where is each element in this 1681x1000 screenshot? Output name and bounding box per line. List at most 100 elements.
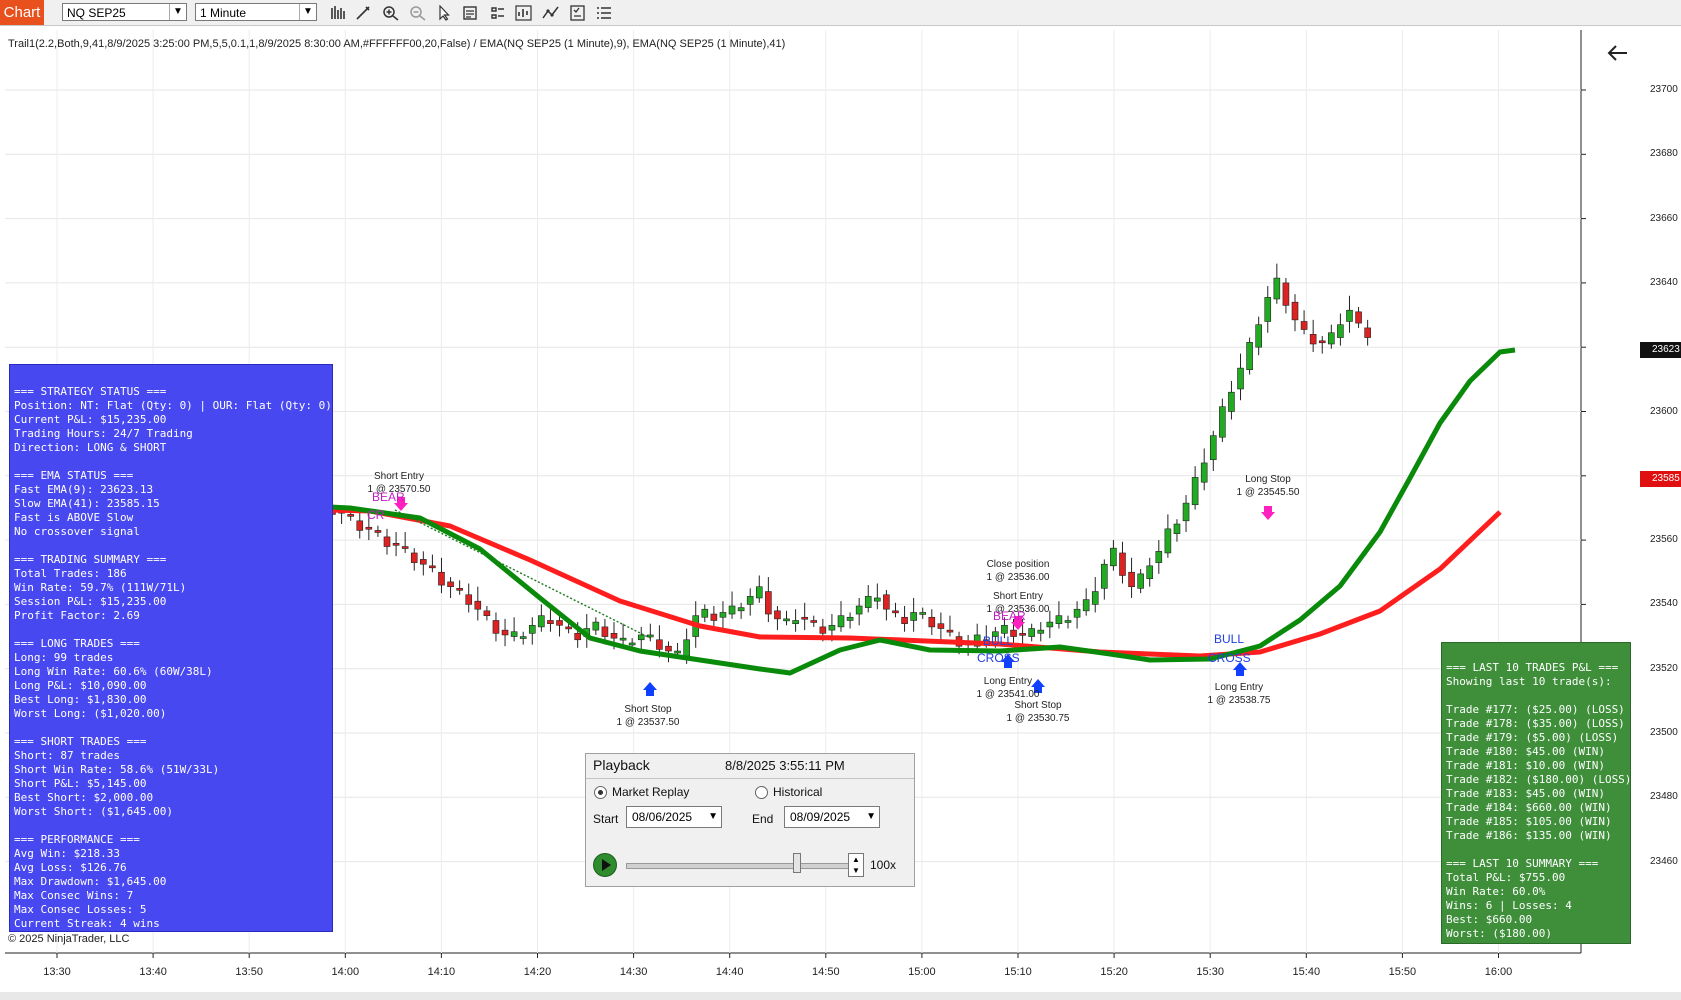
speed-slider-thumb[interactable] [792, 853, 801, 873]
time-tick-label: 14:50 [812, 966, 840, 978]
candle [1364, 327, 1371, 338]
chart-list-icon[interactable] [568, 3, 588, 23]
candle [592, 621, 600, 631]
historical-radio[interactable] [755, 786, 768, 799]
candle [538, 615, 545, 628]
candle [1219, 406, 1226, 438]
status-line [14, 819, 328, 833]
status-line: Fast EMA(9): 23623.13 [14, 483, 154, 496]
summary-line: Trade #185: $105.00 (WIN) [1446, 815, 1612, 828]
summary-line: Trade #182: ($180.00) (LOSS) [1446, 773, 1632, 786]
candle [565, 626, 572, 630]
time-tick-label: 13:50 [235, 966, 263, 978]
speed-value: 100x [870, 858, 897, 872]
summary-line: Worst: ($180.00) [1446, 927, 1552, 940]
candle [810, 620, 818, 623]
chart-tab[interactable]: Chart [0, 0, 44, 25]
start-date-select[interactable]: 08/06/2025 ▼ [626, 806, 722, 828]
candle [1001, 624, 1008, 634]
summary-line: Showing last 10 trade(s): [1446, 675, 1612, 688]
candle [1073, 608, 1081, 618]
instrument-value: NQ SEP25 [67, 6, 126, 20]
candle [1209, 435, 1217, 461]
horizontal-scrollbar[interactable] [0, 992, 1681, 1000]
instrument-selector[interactable]: NQ SEP25 ▼ [62, 3, 187, 21]
candle [519, 636, 527, 639]
playback-header: Playback 8/8/2025 3:55:11 PM [586, 754, 914, 779]
properties-icon[interactable] [488, 3, 508, 23]
strategies-icon[interactable] [541, 3, 561, 23]
indicators-icon[interactable] [514, 3, 534, 23]
candle [765, 591, 772, 615]
drawing-tools-icon[interactable] [354, 3, 374, 23]
candle [801, 616, 808, 620]
trade-annotation: Long Entry 1 @ 23538.75 [1207, 682, 1271, 706]
candle [429, 565, 436, 569]
status-line: === SHORT TRADES === [14, 735, 147, 748]
price-tick-label: 23700 [1650, 84, 1678, 95]
status-line: === LONG TRADES === [14, 637, 140, 650]
candle [828, 624, 836, 631]
time-tick-label: 14:40 [715, 966, 744, 978]
zoom-out-icon[interactable] [408, 3, 428, 23]
candle [1318, 340, 1326, 344]
candle [1309, 334, 1317, 345]
candle [1155, 551, 1163, 563]
candle [1228, 391, 1235, 412]
start-label: Start [593, 812, 619, 826]
market-replay-radio[interactable] [594, 786, 607, 799]
zoom-in-icon[interactable] [381, 3, 401, 23]
list-view-icon[interactable] [594, 3, 614, 23]
price-tick-label: 23600 [1650, 405, 1678, 417]
interval-selector[interactable]: 1 Minute ▼ [195, 3, 317, 21]
candle [1337, 324, 1344, 338]
play-button[interactable] [593, 853, 617, 877]
data-box-icon[interactable] [461, 3, 481, 23]
candle [356, 520, 364, 531]
candle [637, 634, 645, 641]
candle [910, 612, 917, 621]
bar-type-icon[interactable] [328, 3, 348, 23]
trade-arrow [1261, 506, 1275, 520]
play-icon [602, 859, 611, 871]
time-tick-label: 14:10 [427, 966, 456, 978]
indicator-label: Trail1(2.2,Both,9,41,8/9/2025 3:25:00 PM… [8, 38, 786, 50]
status-line: Direction: LONG & SHORT [14, 441, 167, 454]
candle [1064, 620, 1072, 623]
summary-line: Win Rate: 60.0% [1446, 885, 1546, 898]
speed-slider[interactable] [626, 863, 850, 869]
candle [1300, 321, 1308, 330]
candle [1255, 324, 1262, 348]
status-line: === STRATEGY STATUS === [14, 385, 167, 398]
candle [1328, 332, 1335, 345]
summary-line: Trade #184: $660.00 (WIN) [1446, 801, 1612, 814]
candle [374, 530, 382, 533]
candle [1173, 523, 1181, 534]
speed-spinner[interactable]: ▲ ▼ [848, 853, 864, 877]
playback-datetime: 8/8/2025 3:55:11 PM [725, 758, 845, 773]
candle [1137, 573, 1144, 589]
back-arrow-icon[interactable] [1605, 40, 1631, 66]
candle [1055, 615, 1063, 624]
end-date-select[interactable]: 08/09/2025 ▼ [784, 806, 880, 828]
candle [1164, 528, 1172, 554]
status-line: Best Long: $1,830.00 [14, 693, 147, 706]
status-line: Max Consec Losses: 5 [14, 903, 147, 916]
status-line: Win Rate: 59.7% (111W/71L) [14, 581, 187, 594]
summary-line: Trade #183: $45.00 (WIN) [1446, 787, 1605, 800]
candle [719, 612, 727, 618]
candle [837, 615, 845, 628]
summary-line: Trade #180: $45.00 (WIN) [1446, 745, 1605, 758]
last-trades-panel: === LAST 10 TRADES P&L === Showing last 1… [1441, 642, 1631, 944]
status-line: Max Drawdown: $1,645.00 [14, 875, 167, 888]
candle [628, 642, 636, 646]
chevron-down-icon: ▼ [708, 811, 718, 822]
last-price-tag: 23623 [1640, 342, 1681, 358]
candle [846, 616, 854, 621]
trade-connector-line [394, 509, 651, 639]
pointer-icon[interactable] [434, 3, 454, 23]
bull-cross-label: BULL [983, 634, 1014, 648]
candle [864, 596, 872, 608]
candle [1019, 633, 1026, 636]
